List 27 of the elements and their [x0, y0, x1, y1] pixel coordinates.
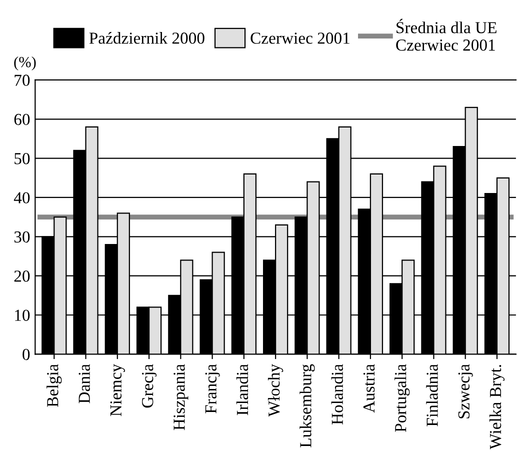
x-tick-label: Portugalia [394, 364, 410, 432]
y-tick-label: 20 [14, 270, 30, 282]
x-tick-label: Grecja [142, 364, 157, 408]
x-tick-label: Wielka Bryt. [489, 365, 505, 450]
y-tick-label: 30 [14, 231, 30, 243]
x-tick-label: Dania [78, 364, 90, 404]
x-tick-label: Niemcy [110, 364, 125, 416]
x-tick-label: Holandia [331, 364, 343, 425]
legend-label: Średnia dla UE Czerwiec 2001 [396, 18, 496, 51]
y-tick-label: 50 [14, 153, 30, 164]
x-tick-label: Luksemburg [300, 364, 315, 448]
y-tick-label: 60 [14, 114, 30, 126]
y-tick-label: 40 [14, 192, 30, 204]
x-tick-label: Szwecja [458, 364, 473, 418]
y-tick-label: 70 [14, 74, 30, 86]
y-tick-label: 0 [22, 348, 30, 360]
x-tick-label: Hiszpania [174, 364, 188, 430]
x-tick-label: Belgia [46, 364, 62, 407]
legend-label: Październik 2000 [89, 32, 204, 44]
legend-label: Czerwiec 2001 [250, 32, 350, 44]
x-tick-label: Włochy [268, 364, 284, 417]
y-axis-title: (%) [14, 56, 36, 70]
x-tick-label: Francja [205, 364, 220, 414]
x-tick-label: Irlandia [236, 364, 248, 416]
y-tick-label: 10 [15, 310, 30, 321]
x-tick-label: Finladnia [426, 364, 438, 426]
x-tick-label: Austria [363, 364, 375, 413]
